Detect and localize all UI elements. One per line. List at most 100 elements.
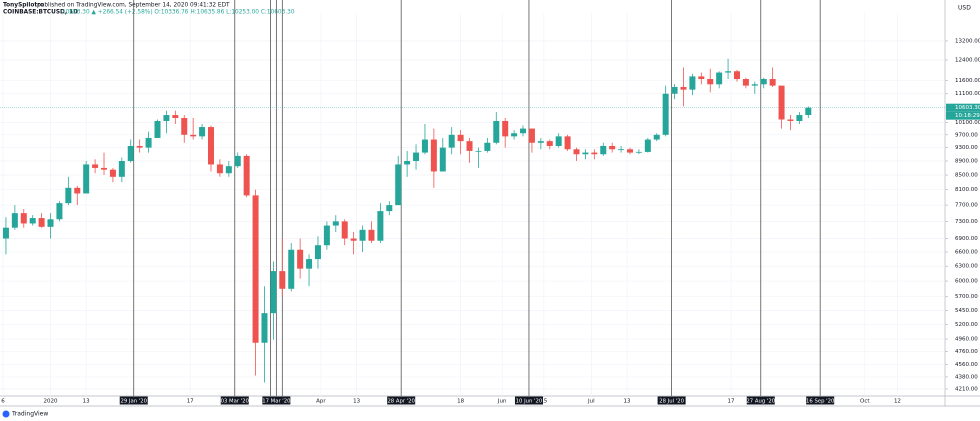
x-tick-label: 2020 [44, 399, 58, 405]
date-box-label: 10 Jun '20 [516, 399, 543, 405]
price-label-box [946, 103, 980, 112]
candle-body [261, 313, 268, 343]
candle-body [225, 166, 232, 174]
date-box-label: 28 Jul '20 [659, 399, 684, 405]
candle-body [493, 120, 500, 143]
candle-body [716, 72, 723, 85]
y-tick-label: 6600.00 [955, 250, 978, 256]
candle-body [163, 115, 170, 121]
candle-body [47, 219, 54, 227]
candle-body [430, 139, 437, 172]
currency[interactable]: USD [958, 5, 971, 12]
candle-body [573, 149, 580, 155]
candle-body [502, 120, 509, 137]
candle-body [172, 115, 179, 119]
y-tick-label: 7300.00 [955, 219, 978, 225]
candle-body [582, 152, 589, 155]
candle-body [787, 119, 794, 121]
y-tick-label: 5700.00 [955, 294, 978, 300]
candle-body [769, 79, 776, 86]
candle-body [11, 213, 18, 228]
date-box-label: 03 Mar '20 [221, 399, 250, 405]
date-box [806, 396, 835, 405]
candle-body [644, 139, 651, 152]
candle-body [101, 167, 108, 170]
candle-body [56, 203, 63, 220]
x-tick-label: 15 [540, 399, 547, 405]
candle-body [484, 142, 491, 151]
candle-body [680, 86, 687, 90]
candle-body [662, 93, 669, 135]
x-tick-label: 17 [187, 399, 194, 405]
candle-body [386, 205, 393, 212]
y-tick-label: 4760.00 [955, 349, 978, 355]
countdown-box [946, 111, 980, 120]
y-tick-label: 4380.00 [955, 374, 978, 380]
candle-body [520, 128, 527, 134]
candle-body [368, 229, 375, 241]
candle-body [725, 71, 732, 73]
candle-body [332, 221, 339, 226]
candle-body [306, 259, 313, 269]
logo [2, 410, 10, 418]
candle-body [421, 139, 428, 153]
candle-body [742, 79, 749, 86]
y-tick-label: 5450.00 [955, 308, 978, 314]
candle-body [635, 151, 642, 153]
date-box-label: 17 Mar '20 [262, 399, 291, 405]
candle-body [29, 218, 36, 224]
candle-body [609, 145, 616, 150]
candle-body [341, 221, 348, 239]
candle-body [457, 134, 464, 142]
date-box [657, 396, 686, 405]
x-tick-label: Oct [860, 399, 870, 405]
quote: 10603.30 ▲ +266.54 (+2.58%) O:10336.76 H… [62, 10, 295, 16]
candle-body [38, 218, 45, 227]
date-box-label: 28 Apr '20 [387, 399, 415, 405]
candle-body [760, 79, 767, 85]
y-tick-label: 7700.00 [955, 203, 978, 209]
y-tick-label: 12400.00 [955, 58, 980, 64]
candle-body [698, 76, 705, 80]
candle-body [439, 147, 446, 172]
x-tick-label: Jun [497, 399, 507, 405]
y-tick-label: 6900.00 [955, 236, 978, 242]
date-box [119, 396, 148, 405]
footer: TradingView [11, 411, 48, 418]
candle-body [199, 127, 206, 137]
candle-body [618, 149, 625, 151]
candle-body [190, 134, 197, 137]
y-tick-label: 6000.00 [955, 279, 978, 285]
candle-body [395, 164, 402, 206]
y-tick-label: 5200.00 [955, 322, 978, 328]
candle-body [83, 164, 90, 194]
price-label: 10603.30 [955, 105, 980, 111]
candle-body [751, 84, 758, 86]
candle-body [733, 71, 740, 80]
candle-body [448, 134, 455, 148]
candle-body [207, 127, 214, 165]
candle-body [653, 134, 660, 140]
candle-body [252, 195, 259, 343]
candle-body [20, 213, 27, 224]
candle-body [216, 164, 223, 174]
candle-body [377, 211, 384, 241]
candle-body [243, 155, 250, 196]
candle-body [297, 249, 304, 269]
date-box [746, 396, 775, 405]
candle-body [118, 161, 125, 177]
author: TonySpilotro [3, 3, 44, 9]
date-box-label: 16 Sep '20 [806, 399, 835, 405]
y-tick-label: 4210.00 [955, 386, 978, 392]
candle-body [511, 133, 518, 137]
date-box [514, 396, 543, 405]
candle-body [350, 238, 357, 241]
x-tick-label: 6 [1, 399, 5, 405]
y-tick-label: 4560.00 [955, 362, 978, 368]
x-tick-label: Jul [587, 399, 595, 405]
candle-body [323, 225, 330, 246]
candle-body [74, 187, 81, 194]
y-tick-label: 10100.00 [955, 120, 980, 126]
candle-body [805, 107, 812, 116]
